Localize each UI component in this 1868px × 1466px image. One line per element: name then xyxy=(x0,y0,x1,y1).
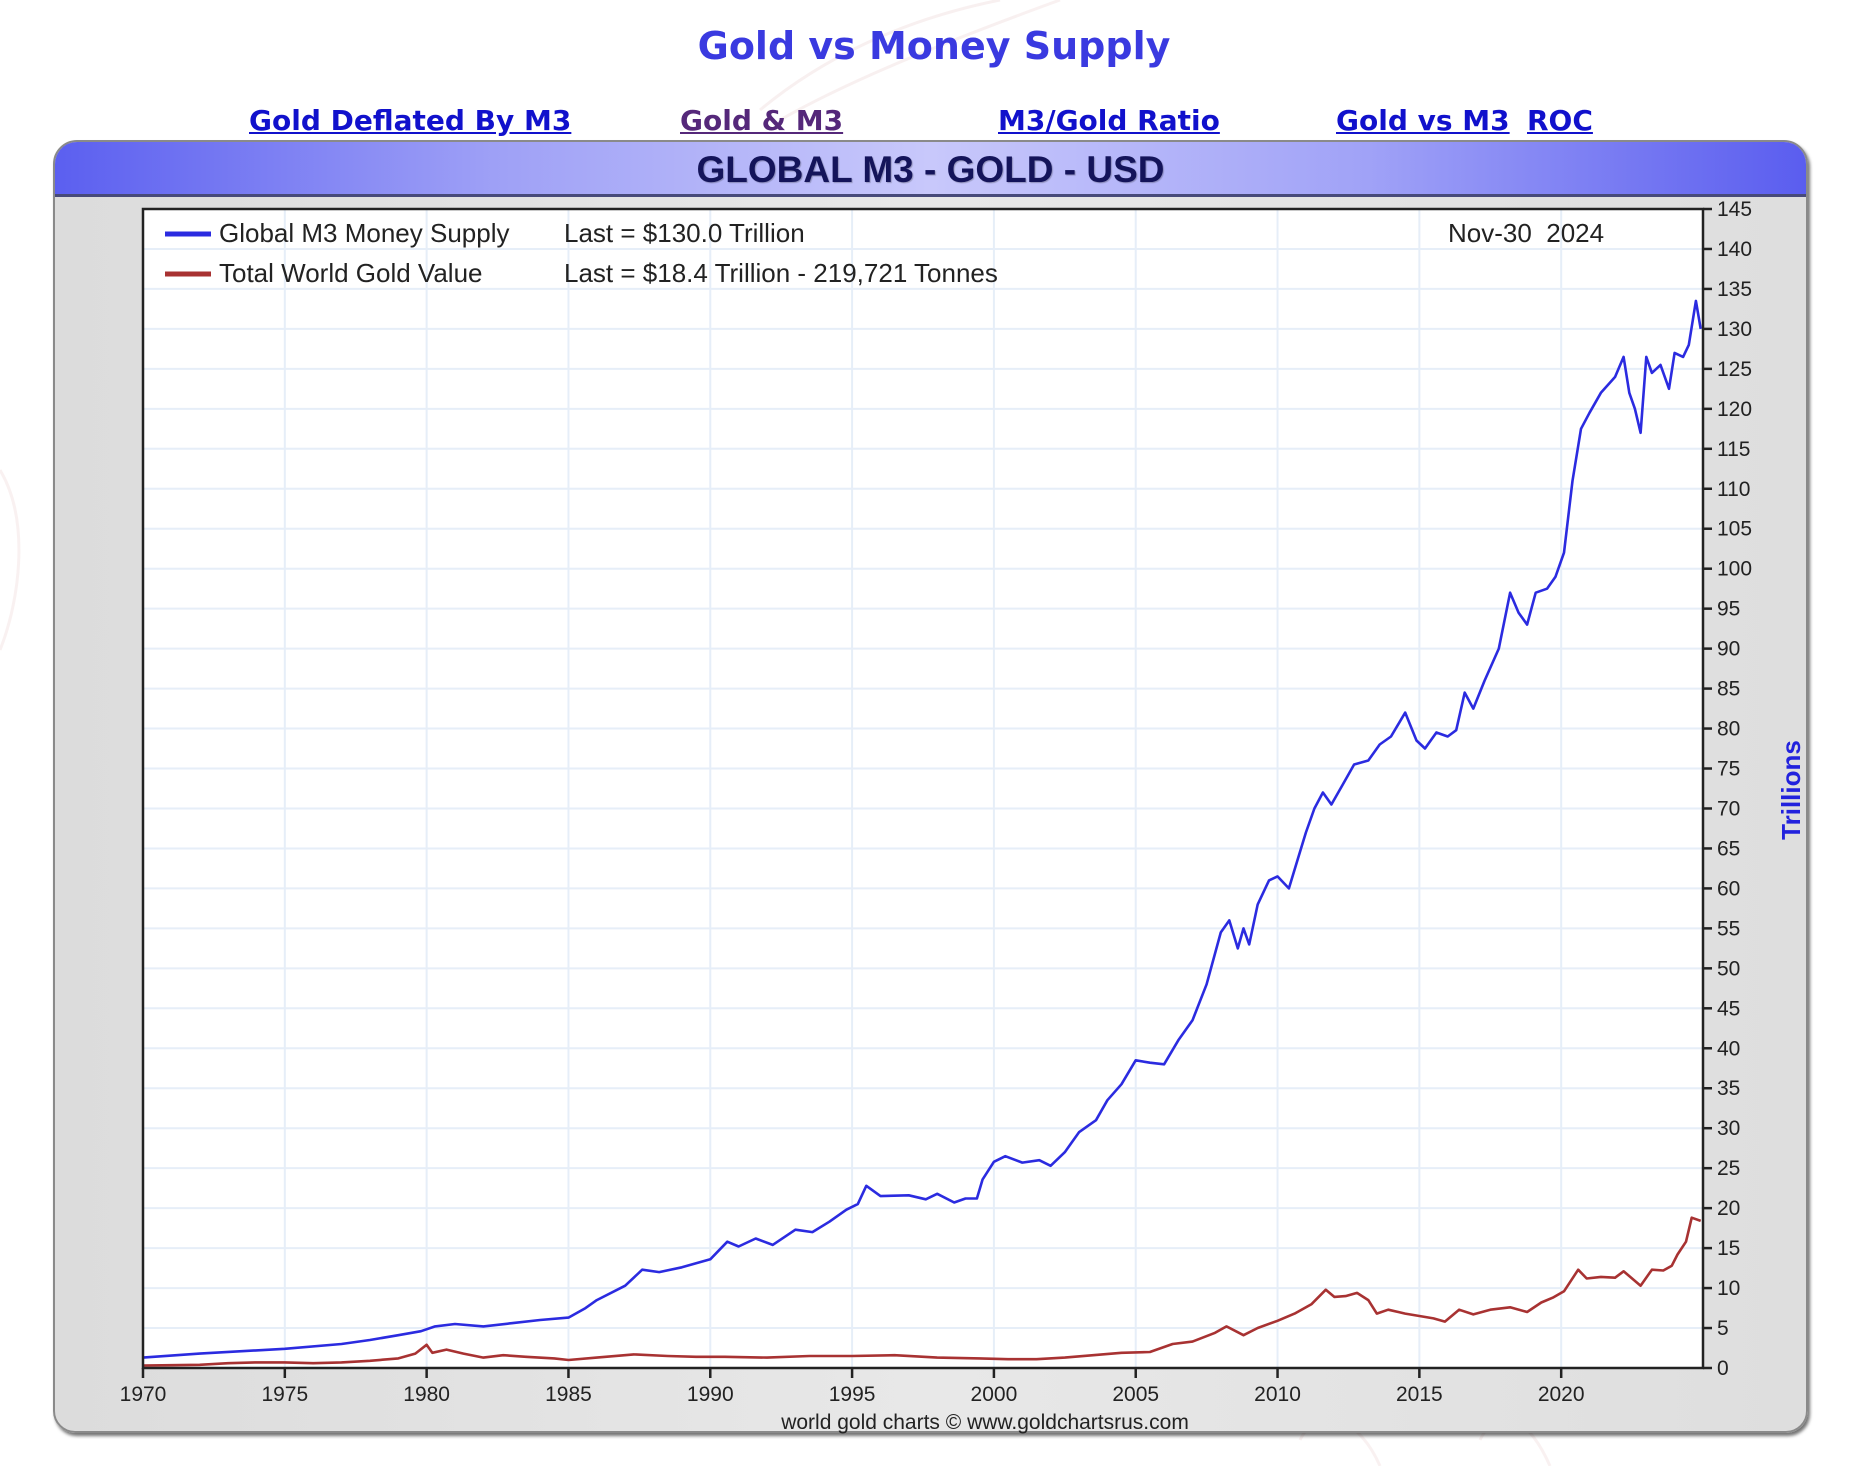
y-tick-label: 80 xyxy=(1717,718,1740,741)
y-tick-label: 25 xyxy=(1717,1157,1740,1180)
x-tick-label: 1975 xyxy=(261,1383,308,1406)
y-tick-label: 5 xyxy=(1717,1317,1729,1340)
chart-title: GLOBAL M3 - GOLD - USD xyxy=(696,149,1165,190)
y-tick-label: 50 xyxy=(1717,957,1740,980)
x-axis: 1970 1975 1980 1985 1990 1995 2000 2005 2010 2015… xyxy=(120,1368,1585,1406)
y-tick-label: 45 xyxy=(1717,997,1740,1020)
copyright-footer: world gold charts © www.goldchartsrus.co… xyxy=(780,1411,1189,1434)
y-tick-label: 30 xyxy=(1717,1117,1740,1140)
y-tick-label: 0 xyxy=(1717,1357,1729,1380)
legend-last-m3: Last = $130.0 Trillion xyxy=(564,218,805,248)
y-tick-label: 145 xyxy=(1717,198,1752,221)
nav-link-gold-vs-m3[interactable]: Gold vs M3 xyxy=(1336,104,1510,137)
x-tick-label: 2000 xyxy=(971,1383,1018,1406)
y-tick-label: 15 xyxy=(1717,1237,1740,1260)
y-tick-label: 55 xyxy=(1717,917,1740,940)
x-tick-label: 1990 xyxy=(687,1383,734,1406)
nav-link-gold-deflated-by-m3[interactable]: Gold Deflated By M3 xyxy=(249,104,572,137)
x-tick-label: 2020 xyxy=(1538,1383,1585,1406)
y-tick-label: 110 xyxy=(1717,478,1750,501)
y-tick-label: 20 xyxy=(1717,1197,1740,1220)
y-tick-label: 85 xyxy=(1717,678,1740,701)
legend: Global M3 Money Supply Last = $130.0 Tri… xyxy=(165,218,998,288)
y-tick-label: 90 xyxy=(1717,638,1740,661)
x-tick-label: 1985 xyxy=(545,1383,592,1406)
y-tick-label: 70 xyxy=(1717,797,1740,820)
y-tick-label: 40 xyxy=(1717,1037,1740,1060)
nav-link-gold-and-m3[interactable]: Gold & M3 xyxy=(680,104,844,137)
series-line-m3 xyxy=(142,299,1702,1359)
x-tick-label: 2005 xyxy=(1112,1383,1159,1406)
series-layer xyxy=(142,299,1702,1367)
y-tick-label: 125 xyxy=(1717,358,1752,381)
y-axis: 0 5 10 15 20 25 30 35 40 45 50 55 60 65 70 75 80 85 90 95 10… xyxy=(1703,198,1752,1380)
plot-area xyxy=(143,209,1703,1368)
series-line-gold xyxy=(142,1216,1702,1367)
y-tick-label: 140 xyxy=(1717,238,1752,261)
grid xyxy=(143,209,1703,1368)
y-tick-label: 115 xyxy=(1717,438,1750,461)
y-tick-label: 65 xyxy=(1717,837,1740,860)
legend-label-m3: Global M3 Money Supply xyxy=(219,218,509,248)
nav-link-m3-gold-ratio[interactable]: M3/Gold Ratio xyxy=(998,104,1220,137)
y-tick-label: 35 xyxy=(1717,1077,1740,1100)
y-tick-label: 100 xyxy=(1717,558,1752,581)
plot-frame xyxy=(141,207,1705,1370)
y-tick-label: 95 xyxy=(1717,598,1740,621)
x-tick-label: 2015 xyxy=(1396,1383,1443,1406)
y-tick-label: 60 xyxy=(1717,877,1740,900)
x-tick-label: 1970 xyxy=(120,1383,167,1406)
y-tick-label: 135 xyxy=(1717,278,1752,301)
date-label: Nov-30 2024 xyxy=(1448,218,1604,248)
x-tick-label: 1980 xyxy=(403,1383,450,1406)
y-tick-label: 105 xyxy=(1717,518,1752,541)
page-title: Gold vs Money Supply xyxy=(697,24,1171,68)
y-tick-label: 10 xyxy=(1717,1277,1740,1300)
x-tick-label: 1995 xyxy=(829,1383,876,1406)
y-tick-label: 75 xyxy=(1717,758,1740,781)
x-tick-label: 2010 xyxy=(1254,1383,1301,1406)
nav-link-roc[interactable]: ROC xyxy=(1527,104,1593,137)
y-tick-label: 130 xyxy=(1717,318,1752,341)
y-axis-title: Trillions xyxy=(1776,740,1806,840)
legend-last-gold: Last = $18.4 Trillion - 219,721 Tonnes xyxy=(564,258,998,288)
chart-header: GLOBAL M3 - GOLD - USD xyxy=(55,142,1806,197)
y-tick-label: 120 xyxy=(1717,398,1752,421)
legend-label-gold: Total World Gold Value xyxy=(219,258,483,288)
